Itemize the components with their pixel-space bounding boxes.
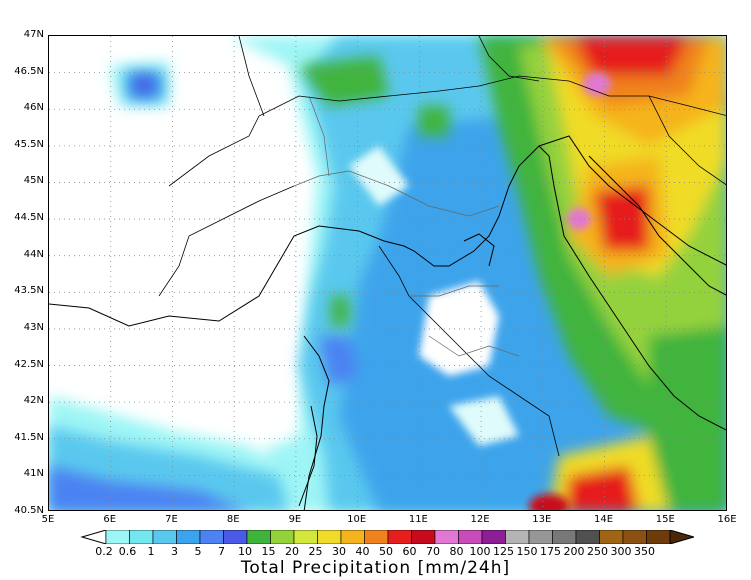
- colorbar-swatch: [552, 530, 577, 544]
- colorbar-swatch: [387, 530, 412, 544]
- colorbar-swatch: [646, 530, 671, 544]
- lat-tick-label: 41.5N: [14, 431, 44, 443]
- colorbar-tick-label: 200: [563, 545, 585, 558]
- lon-tick-label: 6E: [103, 514, 117, 525]
- lat-tick-label: 42N: [23, 395, 44, 407]
- colorbar-upper-arrow: [669, 530, 694, 544]
- colorbar-tick-label: 1: [147, 545, 155, 558]
- colorbar-swatch: [458, 530, 483, 544]
- colorbar-tick-label: 250: [587, 545, 608, 558]
- lon-tick-label: 5E: [41, 514, 55, 525]
- precipitation-field: [49, 36, 726, 510]
- colorbar-swatch: [340, 530, 365, 544]
- coastlines: [49, 135, 726, 510]
- lat-tick-label: 46.5N: [14, 65, 44, 77]
- colorbar-swatch: [152, 530, 177, 544]
- lon-tick-label: 14E: [594, 514, 614, 525]
- colorbar-swatch: [223, 530, 248, 544]
- colorbar-tick-label: 125: [493, 545, 514, 558]
- colorbar-swatch: [622, 530, 647, 544]
- lon-tick-label: 9E: [288, 514, 302, 525]
- lat-tick-label: 47N: [23, 29, 44, 40]
- colorbar-tick-label: 20: [285, 545, 299, 558]
- colorbar-swatch: [528, 530, 553, 544]
- lon-tick-label: 16E: [717, 514, 737, 525]
- colorbar-tick-label: 80: [449, 545, 464, 558]
- colorbar-tick-label: 100: [469, 545, 491, 558]
- colorbar-swatch: [129, 530, 154, 544]
- dry-areas: [349, 146, 519, 446]
- colorbar-tick-label: 10: [238, 545, 252, 558]
- lat-tick-label: 43N: [23, 321, 44, 333]
- colorbar-swatch: [105, 530, 130, 544]
- colorbar-swatch: [575, 530, 600, 544]
- colorbar-tick-label: 60: [402, 545, 417, 558]
- colorbar-swatch: [270, 530, 295, 544]
- colorbar-swatch: [293, 530, 318, 544]
- colorbar-swatch: [505, 530, 530, 544]
- colorbar-swatch: [317, 530, 342, 544]
- lon-tick-label: 7E: [165, 514, 178, 525]
- precip-peaks: [529, 72, 611, 510]
- colorbar-tick-label: 175: [540, 545, 561, 558]
- colorbar-swatch: [199, 530, 224, 544]
- lon-tick-label: 8E: [226, 514, 240, 525]
- precip-heavy-east: [299, 36, 726, 510]
- colorbar-tick-label: 25: [308, 545, 323, 558]
- precipitation-map: [48, 35, 727, 511]
- lon-tick-label: 10E: [347, 514, 367, 525]
- colorbar-tick-label: 7: [218, 545, 225, 558]
- colorbar-swatch: [176, 530, 201, 544]
- colorbar: [80, 530, 694, 544]
- colorbar-lower-arrow: [80, 530, 107, 544]
- colorbar-tick-label: 30: [332, 545, 346, 558]
- lat-tick-label: 45.5N: [14, 138, 44, 150]
- borders: [158, 36, 726, 457]
- colorbar-tick-label: 70: [426, 545, 440, 558]
- colorbar-swatch: [411, 530, 436, 544]
- lon-tick-label: 13E: [532, 514, 552, 525]
- lat-tick-label: 44N: [23, 248, 44, 260]
- colorbar-swatch: [246, 530, 271, 544]
- colorbar-swatch: [481, 530, 506, 544]
- lon-tick-label: 11E: [408, 514, 428, 525]
- colorbar-tick-label: 5: [194, 545, 202, 558]
- colorbar-tick-label: 350: [634, 545, 655, 558]
- region-boundaries: [293, 95, 520, 357]
- colorbar-tick-label: 0.6: [118, 545, 137, 558]
- lat-tick-label: 44.5N: [14, 212, 44, 224]
- colorbar-swatch: [434, 530, 459, 544]
- colorbar-tick-label: 150: [516, 545, 538, 558]
- lat-tick-label: 42.5N: [14, 358, 44, 370]
- lat-tick-label: 43.5N: [14, 285, 44, 297]
- lon-tick-label: 15E: [655, 514, 675, 525]
- colorbar-tick-label: 0.2: [95, 545, 113, 558]
- colorbar-tick-label: 40: [355, 545, 370, 558]
- colorbar-tick-label: 300: [610, 545, 632, 558]
- lon-tick-label: 12E: [470, 514, 490, 525]
- colorbar-swatch: [599, 530, 624, 544]
- colorbar-tick-label: 3: [171, 545, 178, 558]
- lat-tick-label: 46N: [23, 102, 44, 114]
- colorbar-tick-label: 15: [261, 545, 276, 558]
- colorbar-title: Total Precipitation [mm/24h]: [240, 558, 511, 578]
- colorbar-swatch: [364, 530, 389, 544]
- lat-tick-label: 41N: [23, 468, 44, 480]
- lat-tick-label: 45N: [23, 175, 44, 187]
- lat-tick-label: 40.5N: [14, 505, 44, 516]
- colorbar-tick-label: 50: [379, 545, 393, 558]
